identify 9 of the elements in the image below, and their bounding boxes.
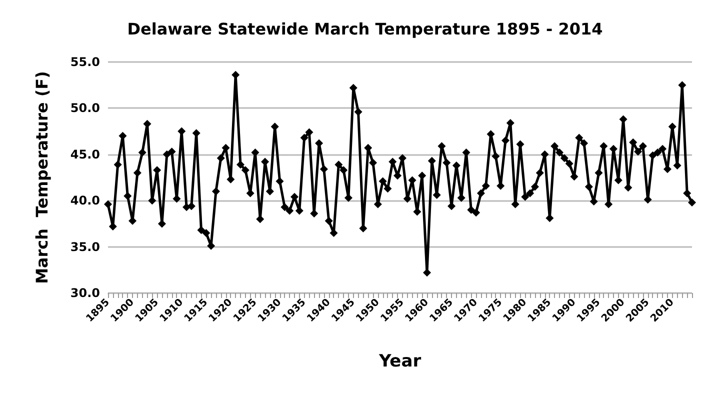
y-tick-label: 35.0 bbox=[70, 240, 100, 254]
x-axis-title: Year bbox=[378, 352, 422, 372]
y-tick-label: 30.0 bbox=[70, 286, 100, 300]
y-tick-label: 50.0 bbox=[70, 101, 100, 116]
chart-title: Delaware Statewide March Temperature 1895 - 2014 bbox=[127, 20, 603, 38]
y-tick-label: 45.0 bbox=[70, 147, 100, 162]
y-axis-title: March Temperature (F) bbox=[32, 71, 52, 284]
y-tick-label: 55.0 bbox=[70, 55, 100, 69]
y-tick-label: 40.0 bbox=[70, 194, 100, 208]
